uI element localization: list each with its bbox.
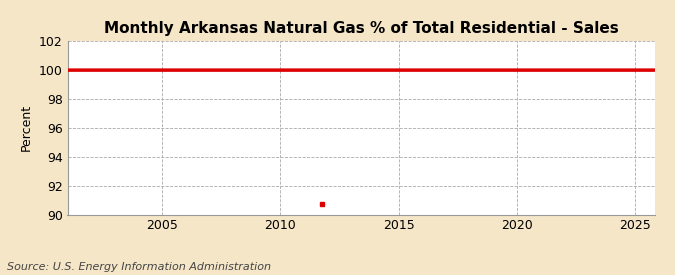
Text: Source: U.S. Energy Information Administration: Source: U.S. Energy Information Administ… bbox=[7, 262, 271, 272]
Y-axis label: Percent: Percent bbox=[20, 104, 33, 152]
Title: Monthly Arkansas Natural Gas % of Total Residential - Sales: Monthly Arkansas Natural Gas % of Total … bbox=[104, 21, 618, 36]
